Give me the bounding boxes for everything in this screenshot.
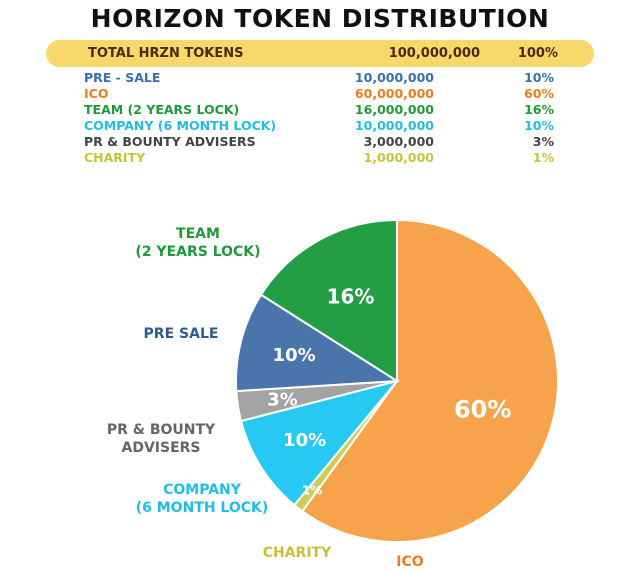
total-row: TOTAL HRZN TOKENS 100,000,000 100% [46, 40, 594, 67]
pie-category-label-pr-bounty: PR & BOUNTY ADVISERS [107, 422, 216, 456]
pie-category-label-pre-sale: PRE SALE [144, 326, 219, 342]
row-label: ICO [84, 86, 109, 101]
pie-slice-pre-sale [235, 293, 401, 393]
row-percent: 60% [524, 86, 554, 101]
row-percent: 3% [532, 134, 554, 149]
total-percent: 100% [517, 46, 558, 61]
dist-row-team: TEAM (2 YEARS LOCK) 16,000,000 16% [84, 102, 564, 118]
chart-title: HORIZON TOKEN DISTRIBUTION [90, 4, 550, 33]
pie-pct-label-pr-bounty: 3% [267, 390, 298, 411]
row-amount: 1,000,000 [363, 150, 434, 165]
pie-pct-label-team: 16% [327, 285, 375, 309]
pie-category-label-charity: CHARITY [263, 545, 332, 561]
total-amount: 100,000,000 [388, 46, 480, 61]
row-percent: 16% [524, 102, 554, 117]
pie-slice-team [259, 218, 398, 383]
row-label: COMPANY (6 MONTH LOCK) [84, 118, 277, 133]
dist-row-pre-sale: PRE - SALE 10,000,000 10% [84, 70, 564, 86]
dist-row-ico: ICO 60,000,000 60% [84, 86, 564, 102]
row-percent: 10% [524, 118, 554, 133]
pie-category-label-ico: ICO [396, 554, 423, 570]
pie-pct-label-pre-sale: 10% [273, 345, 316, 366]
row-amount: 16,000,000 [354, 102, 434, 117]
dist-row-company: COMPANY (6 MONTH LOCK) 10,000,000 10% [84, 118, 564, 134]
row-label: PRE - SALE [84, 70, 161, 85]
dist-row-charity: CHARITY 1,000,000 1% [84, 150, 564, 166]
pie-slice-ico [300, 218, 559, 543]
total-label: TOTAL HRZN TOKENS [88, 46, 244, 61]
row-amount: 10,000,000 [354, 70, 434, 85]
pie-category-label-company: COMPANY (6 MONTH LOCK) [136, 482, 269, 516]
dist-row-pr-bounty: PR & BOUNTY ADVISERS 3,000,000 3% [84, 134, 564, 150]
row-amount: 60,000,000 [354, 86, 434, 101]
row-label: TEAM (2 YEARS LOCK) [84, 102, 240, 117]
pie-pct-label-company: 10% [283, 430, 326, 451]
pie-pct-label-ico: 60% [454, 396, 511, 424]
pie-category-label-team: TEAM (2 YEARS LOCK) [135, 226, 260, 260]
row-percent: 10% [524, 70, 554, 85]
row-percent: 1% [532, 150, 554, 165]
row-amount: 10,000,000 [354, 118, 434, 133]
row-amount: 3,000,000 [363, 134, 434, 149]
row-label: CHARITY [84, 150, 146, 165]
pie-pct-label-charity: 1% [302, 484, 322, 498]
row-label: PR & BOUNTY ADVISERS [84, 134, 256, 149]
